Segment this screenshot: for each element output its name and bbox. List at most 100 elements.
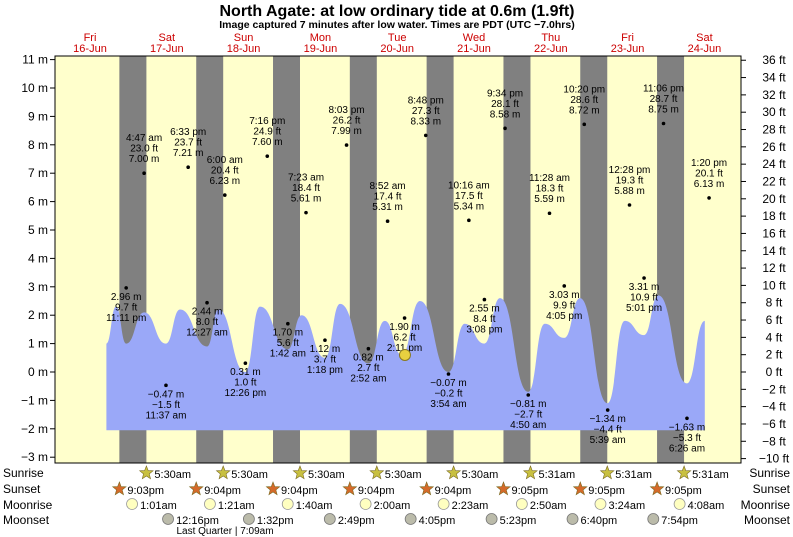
tide-label: 1:20 pm bbox=[691, 158, 727, 169]
moonset-time: 12:16pm bbox=[176, 515, 219, 527]
sunrise-star-icon bbox=[215, 465, 231, 480]
sunset-time: 9:04pm bbox=[281, 485, 318, 497]
sunrise-time: 5:31am bbox=[538, 469, 575, 481]
tide-label: 20.1 ft bbox=[695, 168, 723, 179]
moonset-moon-icon bbox=[404, 513, 417, 525]
tide-label: 8:52 am bbox=[370, 181, 406, 192]
tide-label: 11:11 pm bbox=[106, 313, 146, 324]
tide-point bbox=[205, 300, 209, 305]
tide-label: 6.2 ft bbox=[393, 333, 415, 344]
right-axis-label: −4 ft bbox=[762, 400, 786, 414]
date-weekday: Sat bbox=[696, 32, 713, 44]
tide-label: 1:42 am bbox=[270, 349, 306, 360]
tide-label: −0.47 m bbox=[148, 389, 184, 400]
tide-label: −0.81 m bbox=[510, 399, 546, 410]
tide-label: 23.0 ft bbox=[130, 144, 158, 155]
moonset-moon-icon bbox=[566, 513, 579, 525]
tide-label: −1.5 ft bbox=[152, 400, 180, 411]
tide-label: 3.7 ft bbox=[314, 355, 336, 366]
tide-label: 28.1 ft bbox=[491, 99, 519, 110]
moonset-time: 6:40pm bbox=[581, 515, 618, 527]
tide-label: 8:48 pm bbox=[408, 95, 444, 106]
left-axis-label: 1 m bbox=[28, 337, 48, 351]
tide-label: 9.7 ft bbox=[115, 302, 137, 313]
tide-point bbox=[503, 126, 507, 131]
tide-point bbox=[323, 338, 327, 342]
date-label: 20-Jun bbox=[380, 43, 414, 55]
tide-label: 3:54 am bbox=[430, 399, 466, 410]
sunrise-star-icon bbox=[522, 465, 538, 480]
right-axis-label: 32 ft bbox=[762, 88, 786, 102]
tide-label: 8.33 m bbox=[410, 116, 441, 127]
sunrise-time: 5:31am bbox=[615, 469, 652, 481]
tide-label: 5.31 m bbox=[372, 202, 403, 213]
sunrise-time: 5:30am bbox=[462, 469, 499, 481]
left-axis-label: 11 m bbox=[22, 53, 48, 67]
tide-point bbox=[142, 171, 146, 175]
tide-point bbox=[605, 408, 610, 412]
tide-label: 3:08 pm bbox=[466, 325, 502, 336]
right-axis-label: 14 ft bbox=[762, 244, 786, 258]
moonrise-time: 2:23am bbox=[452, 500, 489, 512]
tide-point bbox=[366, 346, 371, 351]
plot-border bbox=[54, 55, 742, 464]
tide-point bbox=[304, 210, 308, 215]
tide-label: 1:18 pm bbox=[307, 365, 343, 376]
tide-label: 7:16 pm bbox=[249, 116, 285, 127]
moonrise-moon-icon bbox=[359, 498, 372, 510]
plot-area bbox=[54, 55, 742, 464]
tide-label: 4:05 pm bbox=[546, 311, 582, 322]
tide-label: 2.44 m bbox=[192, 307, 223, 318]
sunrise-star-icon bbox=[138, 465, 154, 480]
tide-label: 6.13 m bbox=[694, 179, 725, 190]
right-axis-label: 20 ft bbox=[762, 192, 786, 206]
tide-point bbox=[286, 321, 290, 326]
moonrise-time: 3:24am bbox=[608, 500, 645, 512]
current-level-marker bbox=[398, 348, 411, 361]
sunset-star-icon bbox=[419, 481, 435, 496]
tide-point bbox=[223, 193, 227, 197]
tide-label: 5.6 ft bbox=[277, 338, 299, 349]
tide-point bbox=[562, 284, 567, 288]
tide-point bbox=[582, 122, 587, 127]
sunset-time: 9:04pm bbox=[204, 485, 241, 497]
tide-label: 12:28 pm bbox=[609, 165, 651, 176]
right-axis-label: 2 ft bbox=[766, 348, 783, 362]
moonset-time: 7:54pm bbox=[661, 515, 698, 527]
tide-point bbox=[164, 383, 168, 388]
row-label-right: Moonrise bbox=[741, 498, 791, 512]
date-weekday: Fri bbox=[84, 32, 97, 44]
tide-label: 18.3 ft bbox=[536, 184, 564, 195]
right-axis-label: 26 ft bbox=[762, 140, 786, 154]
sun-moon-rows: Sunrise Sunrise Sunset Sunset Moonrise Moonri… bbox=[3, 465, 791, 537]
tide-label: 8:03 pm bbox=[328, 105, 364, 116]
tide-label: 11:06 pm bbox=[643, 84, 684, 95]
sunrise-time: 5:31am bbox=[692, 469, 729, 481]
moonset-moon-icon bbox=[485, 513, 498, 525]
chart-title: North Agate: at low ordinary tide at 0.6… bbox=[219, 3, 574, 20]
sunrise-time: 5:30am bbox=[154, 469, 191, 481]
date-label: 18-Jun bbox=[227, 43, 261, 55]
sunset-time: 9:04pm bbox=[435, 485, 472, 497]
moonrise-time: 1:21am bbox=[218, 500, 255, 512]
tide-point bbox=[124, 286, 128, 290]
sunrise-time: 5:30am bbox=[308, 469, 345, 481]
date-label: 16-Jun bbox=[73, 43, 107, 55]
sunset-time: 9:05pm bbox=[588, 485, 625, 497]
left-axis-label: 6 m bbox=[28, 195, 48, 209]
moon-phase-label: Last Quarter | 7:09am bbox=[176, 526, 273, 537]
date-label: 19-Jun bbox=[304, 43, 338, 55]
tide-label: 17.5 ft bbox=[455, 191, 483, 202]
right-axis-label: −6 ft bbox=[762, 417, 786, 431]
left-axis-label: 4 m bbox=[28, 251, 48, 265]
sunset-time: 9:05pm bbox=[511, 485, 548, 497]
tide-label: 23.7 ft bbox=[174, 138, 202, 149]
sunset-star-icon bbox=[572, 481, 588, 496]
right-axis-label: 22 ft bbox=[762, 174, 786, 188]
left-axis-label: −1 m bbox=[21, 393, 48, 407]
tide-label: 3.31 m bbox=[629, 282, 660, 293]
tide-label: −5.3 ft bbox=[673, 433, 701, 444]
tide-label: 7.60 m bbox=[252, 137, 283, 148]
moonset-moon-icon bbox=[323, 513, 336, 525]
